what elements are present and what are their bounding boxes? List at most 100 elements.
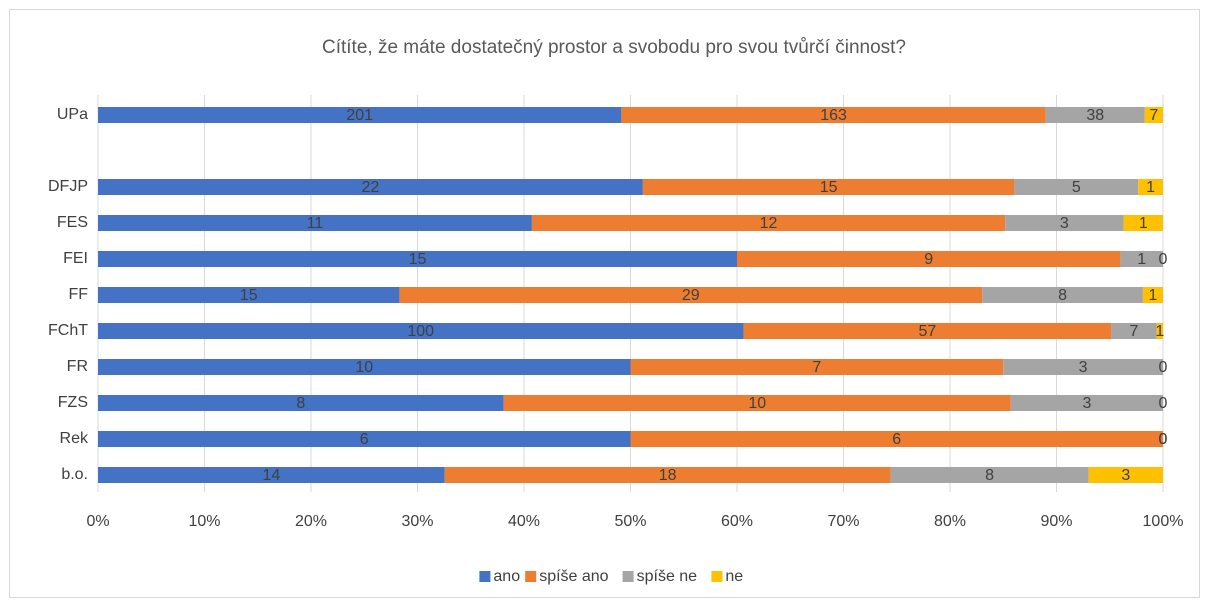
data-label: 8 (296, 395, 305, 412)
bar-segment (1010, 395, 1163, 411)
chart-border (9, 9, 1200, 598)
x-tick-label: 60% (721, 513, 753, 530)
legend-label: ne (725, 568, 743, 585)
bar-segment (630, 431, 1163, 447)
data-label: 10 (355, 359, 373, 376)
chart-title: Cítíte, že máte dostatečný prostor a svo… (322, 37, 906, 58)
bar-segment (98, 251, 737, 267)
x-tick-label: 20% (295, 513, 327, 530)
y-tick-label: Rek (60, 430, 89, 447)
bar-segment (737, 251, 1121, 267)
bar-segment (1045, 107, 1145, 123)
bar-segment (444, 467, 891, 483)
data-label: 12 (760, 215, 778, 232)
x-tick-label: 0% (86, 513, 109, 530)
data-label: 10 (748, 395, 766, 412)
data-label: 6 (892, 431, 901, 448)
data-label: 7 (1130, 323, 1139, 340)
bar-segment (1144, 107, 1163, 123)
bar-segment (98, 107, 622, 123)
data-label: 201 (346, 107, 373, 124)
bar-segment (1156, 323, 1163, 339)
y-tick-label: FR (67, 358, 88, 375)
x-tick-label: 10% (188, 513, 220, 530)
data-label: 7 (812, 359, 821, 376)
data-label: 29 (682, 287, 700, 304)
data-label: 8 (1058, 287, 1067, 304)
data-label: 3 (1079, 359, 1088, 376)
data-label: 1 (1148, 287, 1157, 304)
bar-segment (642, 179, 1015, 195)
data-label: 163 (820, 107, 847, 124)
x-tick-label: 90% (1040, 513, 1072, 530)
bar-segment (1142, 287, 1163, 303)
data-label: 22 (362, 179, 380, 196)
x-tick-label: 100% (1143, 513, 1184, 530)
y-tick-label: FF (68, 286, 88, 303)
x-tick-label: 40% (508, 513, 540, 530)
legend-label: spíše ano (539, 568, 608, 585)
bar-segment (98, 467, 445, 483)
bar-segment (1014, 179, 1139, 195)
bar-segment (1120, 251, 1163, 267)
legend-label: ano (493, 568, 520, 585)
bar-segment (98, 179, 643, 195)
data-label: 5 (1072, 179, 1081, 196)
data-label: 0 (1159, 251, 1168, 268)
x-tick-label: 80% (934, 513, 966, 530)
data-label: 6 (360, 431, 369, 448)
legend-swatch (479, 571, 491, 582)
data-label: 3 (1082, 395, 1091, 412)
bar-segment (1088, 467, 1163, 483)
bar-segment (1005, 215, 1124, 231)
bar-segment (98, 395, 504, 411)
x-tick-label: 70% (827, 513, 859, 530)
y-tick-label: FEI (63, 250, 88, 267)
data-label: 3 (1121, 467, 1130, 484)
bar-segment (98, 287, 400, 303)
bar-segment (399, 287, 983, 303)
data-label: 1 (1155, 323, 1164, 340)
data-label: 11 (307, 215, 324, 232)
x-tick-label: 50% (614, 513, 646, 530)
bar-segment (98, 431, 631, 447)
data-label: 15 (820, 179, 838, 196)
bar-segment (503, 395, 1011, 411)
data-label: 38 (1086, 107, 1104, 124)
data-label: 14 (262, 467, 280, 484)
data-label: 100 (407, 323, 434, 340)
bar-segment (1003, 359, 1163, 375)
y-tick-label: FZS (58, 394, 88, 411)
y-tick-label: b.o. (61, 466, 88, 483)
y-tick-label: FES (57, 214, 88, 231)
data-label: 7 (1149, 107, 1158, 124)
data-label: 1 (1139, 215, 1148, 232)
bar-segment (1123, 215, 1163, 231)
data-label: 0 (1159, 431, 1168, 448)
bar-segment (1138, 179, 1163, 195)
data-label: 8 (985, 467, 994, 484)
legend-label: spíše ne (637, 568, 698, 585)
y-tick-label: FChT (48, 322, 88, 339)
data-label: 57 (919, 323, 937, 340)
bar-segment (982, 287, 1143, 303)
data-label: 18 (659, 467, 677, 484)
data-label: 15 (409, 251, 427, 268)
y-tick-label: UPa (57, 106, 88, 123)
bar-segment (98, 359, 631, 375)
x-tick-label: 30% (401, 513, 433, 530)
bar-segment (98, 215, 532, 231)
data-label: 1 (1146, 179, 1155, 196)
bar-segment (630, 359, 1004, 375)
legend-swatch (525, 571, 537, 582)
data-label: 0 (1159, 395, 1168, 412)
data-label: 15 (240, 287, 258, 304)
data-label: 0 (1159, 431, 1168, 448)
bar-segment (621, 107, 1046, 123)
y-tick-label: DFJP (48, 178, 88, 195)
bar-segment (743, 323, 1112, 339)
data-label: 1 (1137, 251, 1146, 268)
legend-swatch (711, 571, 723, 582)
